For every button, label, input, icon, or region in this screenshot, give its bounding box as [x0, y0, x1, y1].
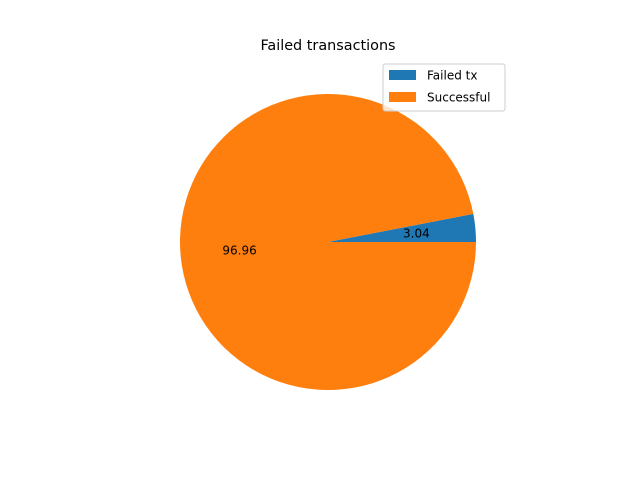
- legend-label-failed-tx: Failed tx: [427, 69, 477, 83]
- legend: Failed tx Successful: [383, 64, 505, 111]
- legend-swatch-failed-tx: [389, 70, 416, 80]
- pie-slices: [180, 94, 476, 390]
- legend-label-successful: Successful: [427, 91, 490, 105]
- pie-slice-successful: [180, 94, 476, 390]
- legend-swatch-successful: [389, 92, 416, 102]
- pie-value-label-successful: 96.96: [222, 243, 256, 257]
- chart-title: Failed transactions: [260, 38, 395, 54]
- pie-value-label-failed-tx: 3.04: [403, 227, 430, 241]
